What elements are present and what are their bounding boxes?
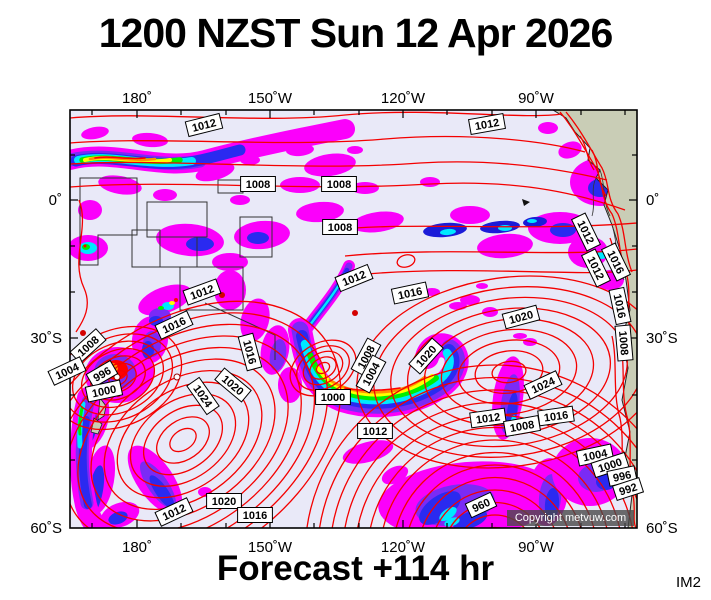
svg-text:1016: 1016	[397, 286, 423, 303]
isobar-label: 1020	[501, 304, 541, 330]
isobar-label: 996	[85, 359, 119, 389]
isobar-label: 1016	[537, 405, 575, 427]
axis-labels: 180˚ 180˚ 150˚W 150˚W 120˚W 120˚W 90˚W 90˚W 0˚ 0˚…	[30, 90, 677, 556]
lon-label-top: 180˚	[122, 90, 152, 107]
isobar-label: 1008	[321, 176, 357, 192]
svg-text:1008: 1008	[509, 419, 535, 435]
lon-label-top: 90˚W	[518, 90, 555, 107]
isobar-label: 1020	[206, 493, 242, 509]
lat-label-right: 60˚S	[646, 520, 678, 537]
isobar-label: 1012	[182, 278, 222, 306]
svg-text:1016: 1016	[611, 293, 628, 319]
model-tag: IM2	[676, 574, 702, 591]
lon-label-bottom: 90˚W	[518, 539, 555, 556]
lon-label-bottom: 120˚W	[381, 539, 426, 556]
map-frame	[69, 109, 638, 529]
isobar-label: 1000	[84, 379, 124, 403]
lat-label-right: 30˚S	[646, 330, 678, 347]
isobar-label: 1008	[322, 219, 358, 235]
isobar-label: 1008	[240, 176, 276, 192]
island-mark	[522, 199, 530, 206]
copyright-badge: Copyright metvuw.com	[507, 510, 634, 526]
isobar-label: 1012	[184, 112, 224, 138]
lat-label-right: 0˚	[646, 192, 659, 209]
svg-text:1008: 1008	[327, 179, 351, 191]
lon-label-top: 120˚W	[381, 90, 426, 107]
lon-label-bottom: 180˚	[122, 539, 152, 556]
isobar-label: 1012	[469, 407, 507, 429]
svg-text:1020: 1020	[212, 496, 236, 508]
svg-text:1016: 1016	[243, 510, 267, 522]
isobar-label: 1016	[390, 281, 430, 305]
lon-label-top: 150˚W	[248, 90, 293, 107]
isobar-label: 1008	[69, 328, 107, 364]
svg-text:1016: 1016	[543, 409, 569, 424]
forecast-hour-title: Forecast +114 hr	[216, 549, 495, 588]
valid-time-title: 1200 NZST Sun 12 Apr 2026	[98, 10, 614, 56]
isobar-label: 1008	[502, 415, 542, 437]
island-region-boxes	[79, 177, 276, 360]
isobar-label: 1016	[237, 332, 263, 372]
isobar-label: 1008	[614, 324, 634, 362]
lat-label-left: 60˚S	[30, 520, 62, 537]
isobar-label: 1016	[237, 507, 273, 523]
lat-label-left: 30˚S	[30, 330, 62, 347]
lat-label-left: 0˚	[49, 192, 62, 209]
isobar-label: 960	[464, 491, 498, 519]
isobar-label: 1012	[357, 423, 393, 439]
isobar-label: 1000	[315, 389, 351, 405]
svg-text:1008: 1008	[246, 179, 270, 191]
svg-text:1012: 1012	[191, 117, 218, 135]
axis-ticks	[70, 110, 637, 528]
svg-text:1008: 1008	[328, 222, 352, 234]
svg-text:1012: 1012	[363, 426, 387, 438]
svg-text:1012: 1012	[475, 411, 501, 426]
pressure-labels: 1012 1008 1008 1008 1012 1012 1012 1016 1020 1008…	[47, 112, 645, 527]
isobar-label: 1012	[467, 113, 507, 135]
isobar-label: 992	[611, 476, 645, 502]
lon-label-bottom: 150˚W	[248, 539, 293, 556]
svg-text:1000: 1000	[321, 392, 345, 404]
svg-text:1008: 1008	[616, 330, 630, 355]
frontal-rain-bands	[70, 119, 469, 528]
svg-text:1000: 1000	[91, 384, 117, 401]
isobar-label: 1016	[608, 286, 632, 326]
svg-text:992: 992	[618, 481, 639, 498]
svg-text:1012: 1012	[474, 117, 500, 133]
